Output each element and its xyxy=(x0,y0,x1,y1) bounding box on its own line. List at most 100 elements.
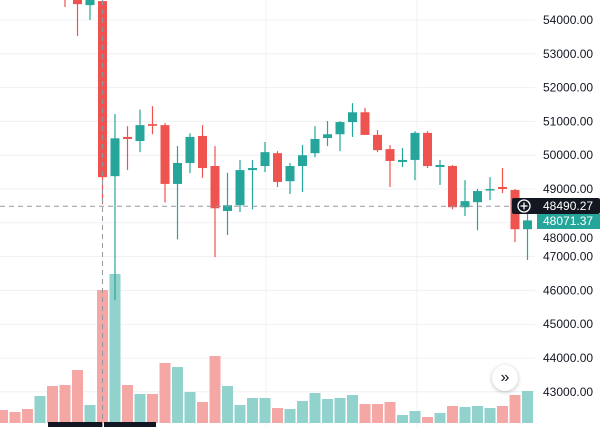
candle-body xyxy=(335,122,345,135)
candles xyxy=(61,0,532,301)
candle-body xyxy=(348,112,357,123)
volume-bar xyxy=(359,404,371,423)
volume-bar xyxy=(34,396,46,423)
volume-bar xyxy=(472,406,483,423)
volume-bar xyxy=(84,405,96,423)
candle[interactable] xyxy=(360,107,370,135)
candle[interactable] xyxy=(373,130,382,153)
volume-bar xyxy=(159,363,171,423)
candle[interactable] xyxy=(210,146,220,258)
candle[interactable] xyxy=(323,121,332,147)
candle-body xyxy=(123,136,132,139)
candle[interactable] xyxy=(198,125,207,178)
price-tick-label: 47000.00 xyxy=(543,250,593,264)
volume-bar xyxy=(272,408,283,423)
candle-body xyxy=(248,168,257,171)
volume-bar xyxy=(309,393,321,423)
candle-body xyxy=(310,138,320,154)
candle-body xyxy=(323,134,332,138)
volume-bar xyxy=(372,404,383,423)
candle[interactable] xyxy=(398,148,407,168)
price-tick-label: 44000.00 xyxy=(543,351,593,365)
candle-body xyxy=(98,1,107,178)
candle[interactable] xyxy=(348,103,357,137)
candle[interactable] xyxy=(298,145,307,193)
grid-lines xyxy=(0,0,535,427)
candle-body xyxy=(485,189,495,191)
volume-bar xyxy=(134,394,146,423)
crosshair-price-label: 48490.27 xyxy=(543,199,593,213)
candle[interactable] xyxy=(335,121,345,152)
price-tick-label: 45000.00 xyxy=(543,317,593,331)
candle-body xyxy=(260,152,270,167)
candle[interactable] xyxy=(173,146,182,240)
candle[interactable] xyxy=(73,0,82,36)
candle[interactable] xyxy=(310,126,320,158)
candle[interactable] xyxy=(123,126,132,171)
price-tick-label: 53000.00 xyxy=(543,47,593,61)
candle-body xyxy=(360,112,370,135)
price-tick-label: 52000.00 xyxy=(543,81,593,95)
candle[interactable] xyxy=(235,159,245,212)
candle[interactable] xyxy=(385,145,395,187)
candle[interactable] xyxy=(110,113,120,301)
candle[interactable] xyxy=(435,159,445,185)
candle[interactable] xyxy=(498,168,507,194)
candle[interactable] xyxy=(160,123,170,203)
candle[interactable] xyxy=(85,0,95,20)
candle-body xyxy=(235,170,245,206)
volume-bar xyxy=(322,399,333,423)
candle[interactable] xyxy=(460,180,470,217)
candle[interactable] xyxy=(473,189,482,231)
volume-bar xyxy=(172,367,183,423)
candle[interactable] xyxy=(410,131,420,181)
volume-bar xyxy=(97,290,108,423)
candle-body xyxy=(273,153,282,182)
candle[interactable] xyxy=(510,189,520,243)
candle[interactable] xyxy=(285,162,295,195)
volume-bar xyxy=(222,386,233,423)
price-tick-label: 54000.00 xyxy=(543,13,593,27)
last-price-tag xyxy=(537,214,600,229)
candle-body xyxy=(73,0,82,5)
candle[interactable] xyxy=(273,151,282,187)
candle-body xyxy=(198,135,207,169)
plus-circle-icon[interactable] xyxy=(517,199,531,213)
volume-bar xyxy=(47,386,58,423)
volume-bar xyxy=(147,394,158,423)
candle[interactable] xyxy=(523,205,532,260)
candle[interactable] xyxy=(185,133,195,174)
candle-body xyxy=(523,220,532,230)
price-tick-label: 43000.00 xyxy=(543,385,593,399)
candle[interactable] xyxy=(135,109,145,153)
volume-bar xyxy=(209,356,221,423)
candle[interactable] xyxy=(223,172,232,235)
price-tick-label: 51000.00 xyxy=(543,114,593,128)
candle-body xyxy=(410,132,420,160)
candle[interactable] xyxy=(448,165,457,210)
volume-bar xyxy=(384,402,396,423)
candle[interactable] xyxy=(260,142,270,173)
candle-body xyxy=(398,159,407,162)
candle[interactable] xyxy=(485,177,495,201)
price-tags: 48071.37 48490.27 xyxy=(512,198,600,229)
price-tick-label: 48000.00 xyxy=(543,231,593,245)
candle[interactable] xyxy=(248,159,257,210)
candle[interactable] xyxy=(423,131,432,169)
candle-body xyxy=(423,132,432,167)
candle[interactable] xyxy=(148,106,157,135)
candle-body xyxy=(173,162,182,184)
scroll-to-realtime-button[interactable]: » xyxy=(492,365,518,391)
candle-body xyxy=(448,166,457,208)
volume-bar xyxy=(522,391,533,423)
price-axis[interactable]: 54000.00 53000.00 52000.00 51000.00 50000.00… xyxy=(543,13,593,399)
volume-bar xyxy=(72,370,83,423)
volume-bar xyxy=(109,274,121,423)
volume-bar xyxy=(434,413,446,423)
candle-body xyxy=(210,166,220,209)
time-axis-highlight xyxy=(48,422,156,427)
volume-bar xyxy=(184,392,196,423)
candle[interactable] xyxy=(61,0,70,7)
crosshair xyxy=(0,0,512,427)
